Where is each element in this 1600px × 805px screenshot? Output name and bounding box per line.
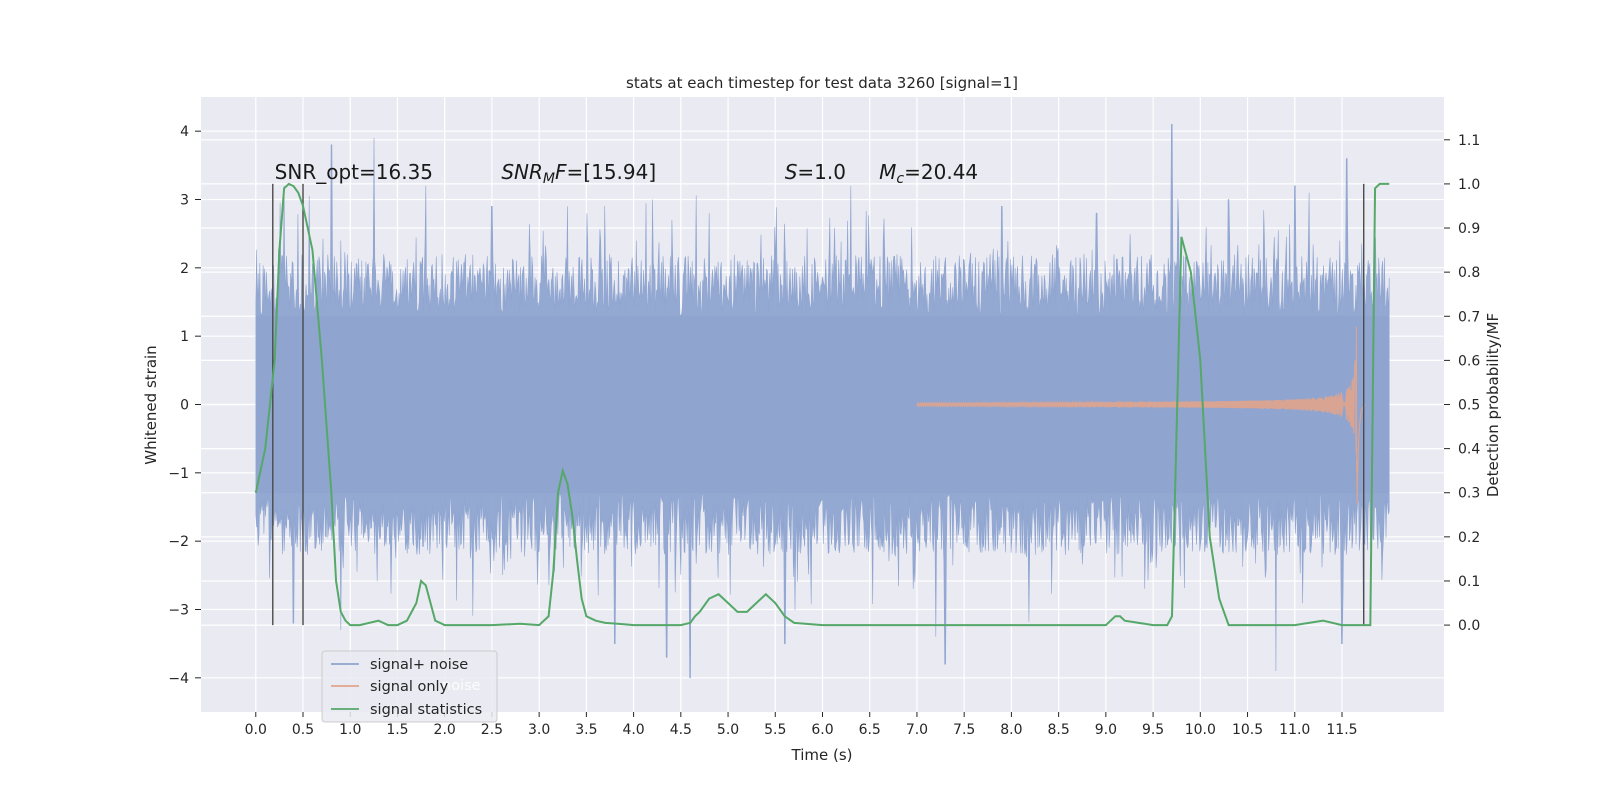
annotations: SNR_opt=16.35 SNRMF=[15.94] S=1.0 Mc=20.44 [275, 160, 978, 187]
x-tick-label-8: 4.0 [622, 722, 644, 738]
x-tick-label-16: 8.0 [1000, 722, 1022, 738]
legend: noise signal+ noise signal only signal s… [321, 650, 498, 723]
annotation-mc: Mc=20.44 [879, 160, 978, 187]
y2-tick-label-6: 0.6 [1458, 353, 1480, 369]
y-tick-label-4: 0 [180, 398, 189, 414]
y2-tick-label-10: 1.0 [1458, 177, 1480, 193]
y-tick-label-1: −3 [168, 603, 189, 619]
series-signal-statistics [254, 182, 1390, 627]
vertical-markers [272, 183, 1365, 626]
signal-statistics-line [254, 182, 1390, 627]
y2-tick-label-11: 1.1 [1458, 133, 1480, 149]
legend-label-signal-only: signal only [370, 679, 449, 695]
x-tick-label-17: 8.5 [1047, 722, 1069, 738]
legend-label-signal-statistics: signal statistics [370, 702, 482, 718]
x-tick-label-23: 11.5 [1326, 722, 1357, 738]
x-tick-label-3: 1.5 [386, 722, 408, 738]
y2-tick-label-7: 0.7 [1458, 309, 1480, 325]
x-tick-label-1: 0.5 [292, 722, 314, 738]
y2-tick-label-8: 0.8 [1458, 265, 1480, 281]
y-tick-label-5: 1 [180, 329, 189, 345]
y2-axis-label: Detection probability/MF [1484, 313, 1502, 497]
signal-only-line [916, 326, 1366, 505]
y-tick-label-8: 4 [180, 124, 189, 140]
x-tick-label-18: 9.0 [1095, 722, 1117, 738]
x-tick-label-6: 3.0 [528, 722, 550, 738]
x-tick-label-12: 6.0 [811, 722, 833, 738]
x-tick-label-20: 10.0 [1185, 722, 1216, 738]
x-tick-label-9: 4.5 [670, 722, 692, 738]
y-tick-label-6: 2 [180, 261, 189, 277]
x-tick-label-0: 0.0 [245, 722, 267, 738]
y-tick-label-3: −1 [168, 466, 189, 482]
annotation-s: S=1.0 [785, 160, 846, 184]
x-tick-label-7: 3.5 [575, 722, 597, 738]
legend-label-signal-plus-noise: signal+ noise [370, 657, 468, 673]
chart-title: stats at each timestep for test data 326… [626, 74, 1018, 92]
legend-ghost-text: noise [442, 678, 481, 694]
x-tick-label-5: 2.5 [481, 722, 503, 738]
y2-tick-label-9: 0.9 [1458, 221, 1480, 237]
x-tick-label-11: 5.5 [764, 722, 786, 738]
y-axis-label: Whitened strain [142, 345, 160, 464]
series-signal-only [916, 326, 1366, 505]
x-tick-label-10: 5.0 [717, 722, 739, 738]
axis-ticks: 0.0 0.5 1.0 1.5 2.0 2.5 3.0 3.5 4.0 4.5 5.0 5.5 6.0 6… [168, 124, 1480, 738]
y2-tick-label-5: 0.5 [1458, 398, 1480, 414]
x-tick-label-22: 11.0 [1279, 722, 1310, 738]
y2-tick-label-2: 0.2 [1458, 530, 1480, 546]
x-tick-label-15: 7.5 [953, 722, 975, 738]
y2-tick-label-4: 0.4 [1458, 442, 1480, 458]
x-axis-label: Time (s) [791, 746, 853, 764]
y-tick-label-2: −2 [168, 534, 189, 550]
annotation-snr-mf: SNRMF=[15.94] [501, 160, 656, 187]
y2-tick-label-3: 0.3 [1458, 486, 1480, 502]
x-tick-label-2: 1.0 [339, 722, 361, 738]
y-tick-label-0: −4 [168, 671, 189, 687]
x-tick-label-21: 10.5 [1232, 722, 1263, 738]
x-tick-label-19: 9.5 [1142, 722, 1164, 738]
legend-box [321, 650, 498, 723]
y-tick-label-7: 3 [180, 193, 189, 209]
y2-tick-label-0: 0.0 [1458, 618, 1480, 634]
annotation-snr-opt: SNR_opt=16.35 [275, 160, 433, 184]
x-tick-label-13: 6.5 [859, 722, 881, 738]
x-tick-label-4: 2.0 [434, 722, 456, 738]
x-tick-label-14: 7.0 [906, 722, 928, 738]
y2-tick-label-1: 0.1 [1458, 574, 1480, 590]
